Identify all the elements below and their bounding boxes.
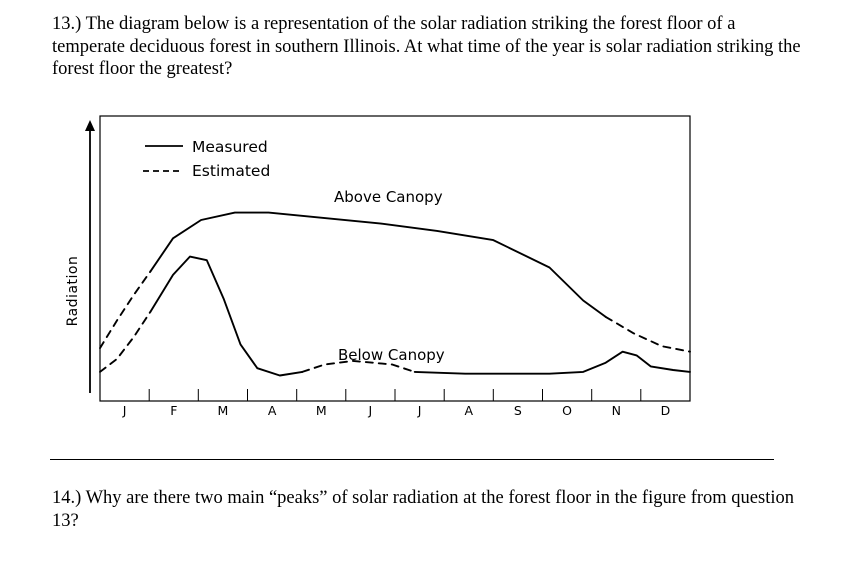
below-canopy-dashed-segment [99, 310, 152, 373]
solar-radiation-chart: Radiation Measured Estimated Above Canop… [65, 115, 691, 418]
x-tick-label: O [562, 403, 572, 418]
y-axis-arrow-icon [85, 120, 95, 131]
series-layer [99, 211, 691, 377]
above-canopy-dashed-segment [604, 315, 691, 353]
question-14: 14.) Why are there two main “peaks” of s… [52, 488, 794, 531]
x-tick-label: D [661, 403, 671, 418]
x-tick-label: J [122, 403, 127, 418]
above-canopy-solid-segment [149, 211, 607, 318]
below-canopy-label: Below Canopy [338, 346, 445, 364]
legend: Measured Estimated [143, 138, 270, 180]
x-tick-label: J [368, 403, 373, 418]
divider-line [50, 459, 774, 460]
below-canopy-solid-segment [149, 255, 304, 377]
x-tick-label: A [465, 403, 474, 418]
below-canopy-solid-segment [413, 350, 691, 375]
x-tick-label: M [316, 403, 327, 418]
y-axis-label: Radiation [65, 256, 81, 327]
x-tick-label: M [218, 403, 229, 418]
question-13: 13.) The diagram below is a representati… [52, 14, 801, 79]
x-tick-label: S [514, 403, 522, 418]
x-tick-label: N [612, 403, 621, 418]
x-tick-label: A [268, 403, 277, 418]
below-canopy-dashed-segment [301, 359, 416, 373]
legend-measured-label: Measured [192, 138, 268, 156]
above-canopy-label: Above Canopy [334, 188, 443, 206]
legend-estimated-label: Estimated [192, 162, 270, 180]
x-tick-label: F [170, 403, 177, 418]
above-canopy-dashed-segment [99, 270, 152, 350]
x-tick-label: J [417, 403, 422, 418]
